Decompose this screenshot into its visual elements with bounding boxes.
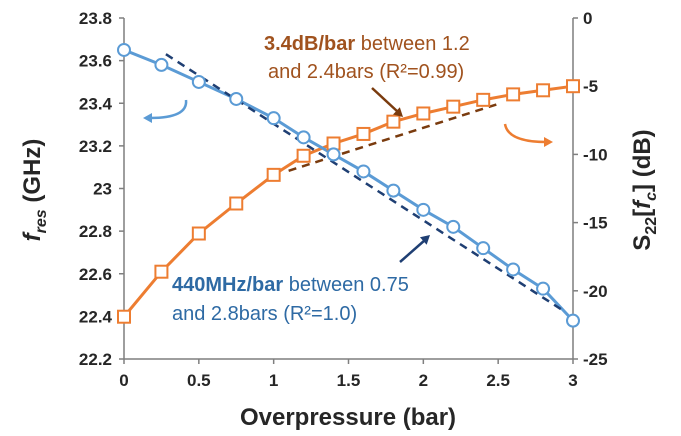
left-tick-label: 22.8 — [79, 222, 112, 241]
right-axis-title: S22[fc] (dB) — [629, 129, 660, 250]
s22-point — [386, 114, 401, 129]
blue-annotation-line2: and 2.8bars (R²=1.0) — [172, 303, 357, 325]
annotation-arrows — [143, 87, 553, 263]
fres-point — [536, 281, 551, 296]
blue-annotation-arrow — [399, 239, 426, 263]
fres-point — [154, 57, 169, 72]
blue-annotation-rest: between 0.75 — [283, 274, 409, 296]
s22-point — [536, 83, 551, 98]
left-axis-title-main: f — [19, 231, 46, 241]
s22-fit-line — [288, 102, 499, 172]
right-axis-title-f: f — [629, 199, 656, 209]
x-tick-label: 0.5 — [187, 371, 211, 390]
fres-point — [326, 147, 341, 162]
fres-point — [446, 219, 461, 234]
x-tick-label: 1 — [269, 371, 278, 390]
right-axis-arrow — [503, 123, 547, 144]
right-tick-label: -5 — [583, 77, 598, 96]
fres-point — [476, 241, 491, 256]
left-tick-label: 22.4 — [79, 307, 113, 326]
s22-point — [266, 167, 281, 182]
s22-point — [229, 196, 244, 211]
left-tick-label: 23 — [93, 180, 112, 199]
fres-point — [566, 313, 580, 328]
fres-fit-line — [165, 53, 567, 314]
right-axis-title-fsub: c — [643, 192, 660, 201]
fres-point — [266, 111, 281, 126]
orange-annotation-line2: and 2.4bars (R²=0.99) — [268, 61, 464, 83]
x-tick-label: 1.5 — [337, 371, 361, 390]
s22-point — [566, 79, 580, 94]
left-axis-arrowhead — [143, 113, 152, 123]
s22-point — [416, 106, 431, 121]
right-axis-title-unit: (dB) — [629, 129, 656, 184]
s22-point — [191, 226, 206, 241]
x-tick-label: 0 — [119, 371, 128, 390]
orange-annotation-bold: 3.4dB/bar — [264, 33, 355, 55]
fres-point — [356, 164, 371, 179]
s22-point — [446, 99, 461, 114]
right-tick-label: -15 — [583, 214, 608, 233]
x-tick-label: 2.5 — [486, 371, 510, 390]
right-axis-title-sub: 22 — [643, 217, 660, 235]
right-tick-label: -20 — [583, 282, 608, 301]
blue-annotation-line1: 440MHz/bar between 0.75 — [172, 274, 409, 296]
series-layer — [117, 42, 580, 328]
right-tick-label: -25 — [583, 350, 608, 369]
s22-point — [476, 92, 491, 107]
x-tick-label: 2 — [419, 371, 428, 390]
left-tick-label: 23.8 — [79, 9, 112, 28]
right-tick-label: -10 — [583, 145, 608, 164]
right-axis-title-main: S — [629, 235, 656, 251]
left-axis-title-sub: res — [33, 209, 50, 233]
axes: 0 0.5 1 1.5 2 2.5 3 22.2 22.4 22.6 22.8 23 23.2 23.4 2… — [79, 9, 608, 390]
fres-point — [296, 130, 311, 145]
blue-annotation-arrowhead — [419, 235, 430, 245]
orange-annotation-line1: 3.4dB/bar between 1.2 — [264, 33, 470, 55]
s22-point — [356, 126, 371, 141]
fres-point — [386, 183, 401, 198]
fres-point — [191, 74, 206, 89]
fres-point — [229, 91, 244, 106]
left-axis-arrow — [149, 99, 188, 120]
left-tick-label: 23.6 — [79, 52, 112, 71]
left-tick-label: 23.4 — [79, 94, 113, 113]
orange-annotation-rest: between 1.2 — [355, 33, 470, 55]
left-axis-title: fres (GHz) — [19, 139, 50, 242]
fres-point — [117, 42, 131, 57]
right-axis-title-bracket-close: ] — [629, 184, 656, 192]
fres-point — [506, 262, 521, 277]
orange-annotation-arrow — [371, 87, 399, 113]
s22-point — [296, 148, 311, 163]
left-axis-title-unit: (GHz) — [19, 139, 46, 210]
left-tick-label: 23.2 — [79, 137, 112, 156]
x-tick-label: 3 — [568, 371, 577, 390]
right-tick-label: 0 — [583, 9, 592, 28]
x-axis-title: Overpressure (bar) — [240, 404, 456, 431]
right-axis-arrowhead — [544, 137, 553, 147]
orange-annotation-arrowhead — [393, 107, 403, 117]
right-axis-title-bracket-open: [ — [629, 209, 656, 217]
blue-annotation-bold: 440MHz/bar — [172, 274, 283, 296]
left-tick-label: 22.2 — [79, 350, 112, 369]
s22-point — [154, 264, 169, 279]
fres-point — [416, 202, 431, 217]
left-tick-label: 22.6 — [79, 265, 112, 284]
s22-point — [506, 87, 521, 102]
s22-point — [117, 309, 131, 324]
